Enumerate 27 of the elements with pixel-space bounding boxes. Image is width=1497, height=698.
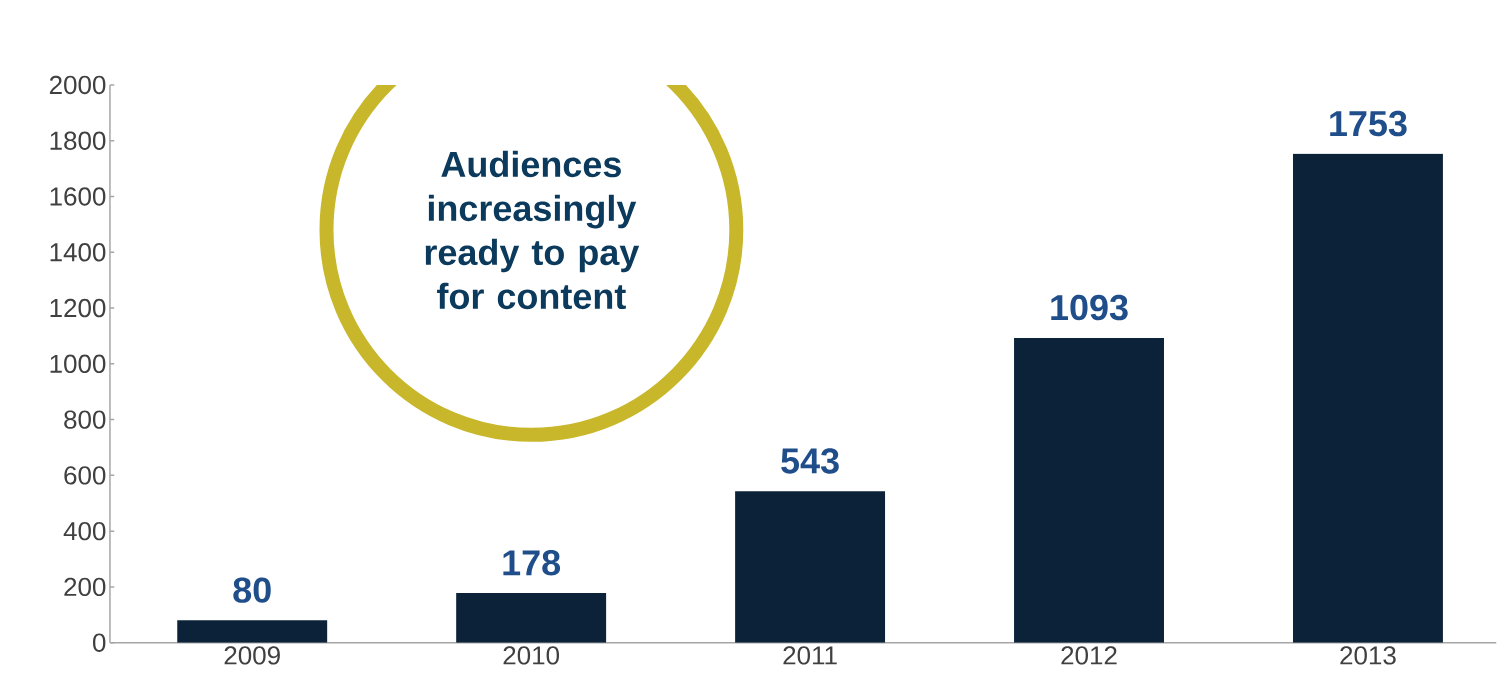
data-label: 1753 [1330,110,1407,137]
y-tick-label: 2000 [49,75,106,95]
x-tick-label: 2013 [1340,646,1396,665]
y-tick-label: 0 [92,633,106,653]
y-tick-label: 1200 [50,299,106,318]
data-label: 80 [233,577,271,604]
y-tick-label: 1000 [50,354,106,374]
data-label: 1093 [1051,295,1128,321]
y-tick-label: 600 [64,466,106,485]
bar [1014,338,1164,643]
x-tick-label: 2011 [783,646,837,665]
x-tick-label: 2009 [224,646,280,665]
bar [735,491,886,643]
bar [177,620,328,643]
y-tick-label: 1400 [50,243,106,262]
bar [1292,154,1443,643]
y-tick-label: 1800 [50,131,106,151]
annotation: Audiences increasingly ready to pay for content [425,150,640,310]
bar [456,593,607,643]
y-tick-label: 400 [63,522,106,541]
data-label: 543 [781,448,839,474]
y-tick-label: 800 [64,410,106,429]
y-tick-label: 1600 [50,187,106,206]
y-tick-label: 200 [64,577,106,597]
data-label: 178 [503,550,561,576]
x-tick-label: 2010 [503,646,560,665]
x-tick-label: 2012 [1061,646,1117,665]
